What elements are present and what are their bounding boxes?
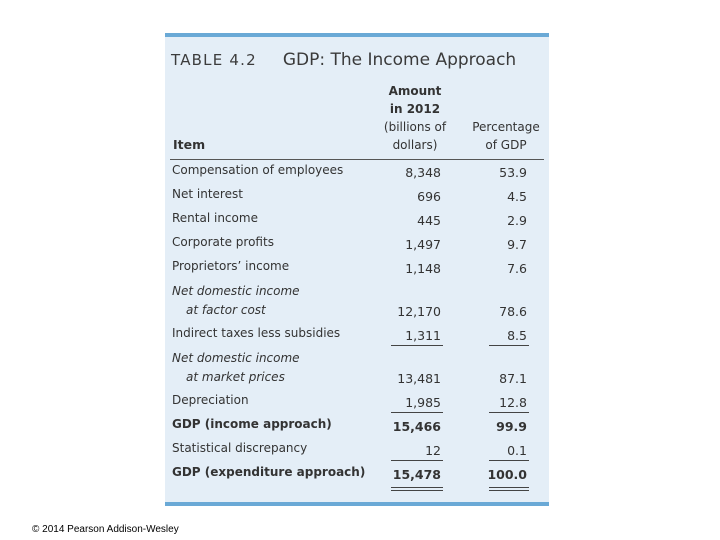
pct-header-line2: of GDP xyxy=(485,138,527,152)
row-percentage: 12.8 xyxy=(499,395,527,410)
percentage-column-header: Percentage of GDP xyxy=(465,118,547,154)
pct-sum-underline xyxy=(489,460,529,461)
row-percentage: 78.6 xyxy=(499,304,527,319)
table-row: Rental income 445 2.9 xyxy=(165,208,549,232)
row-percentage: 53.9 xyxy=(499,165,527,180)
pct-double-underline-2 xyxy=(489,490,529,491)
row-item: GDP (expenditure approach) xyxy=(172,465,366,479)
pct-sum-underline xyxy=(489,345,529,346)
table-row-subtotal: Net domestic income at factor cost 12,17… xyxy=(165,280,549,323)
row-percentage: 4.5 xyxy=(507,189,527,204)
row-percentage: 9.7 xyxy=(507,237,527,252)
amount-header-line3: (billions of xyxy=(383,120,447,134)
row-item: Rental income xyxy=(172,211,258,225)
header-divider xyxy=(170,159,544,160)
table-heading: GDP: The Income Approach xyxy=(282,50,517,70)
row-amount: 1,311 xyxy=(405,328,441,343)
row-amount: 1,497 xyxy=(405,237,441,252)
row-amount: 445 xyxy=(417,213,441,228)
row-item: Compensation of employees xyxy=(172,163,344,177)
row-percentage: 0.1 xyxy=(507,443,527,458)
amount-double-underline-1 xyxy=(391,487,443,488)
row-amount: 15,466 xyxy=(392,419,441,434)
row-item: GDP (income approach) xyxy=(172,417,332,431)
row-amount: 1,985 xyxy=(405,395,441,410)
row-item-line2: at factor cost xyxy=(186,303,266,317)
table-row: Statistical discrepancy 12 0.1 xyxy=(165,438,549,462)
table-row: Corporate profits 1,497 9.7 xyxy=(165,232,549,256)
row-amount: 15,478 xyxy=(392,467,441,482)
table-row: Net interest 696 4.5 xyxy=(165,184,549,208)
row-item-line1: Net domestic income xyxy=(172,351,300,365)
row-item: Proprietors’ income xyxy=(172,259,290,273)
row-item: Indirect taxes less subsidies xyxy=(172,326,341,340)
pct-double-underline-1 xyxy=(489,487,529,488)
row-item: Net domestic income at factor cost xyxy=(172,282,300,320)
amount-sum-underline xyxy=(391,412,443,413)
bottom-accent-rule xyxy=(165,502,549,506)
row-item-line1: Net domestic income xyxy=(172,284,300,298)
table-body: Compensation of employees 8,348 53.9 Net… xyxy=(165,160,549,491)
row-amount: 12 xyxy=(425,443,441,458)
amount-header-line2: in 2012 xyxy=(389,102,441,116)
row-amount: 1,148 xyxy=(405,261,441,276)
row-amount: 8,348 xyxy=(405,165,441,180)
copyright-notice: © 2014 Pearson Addison-Wesley xyxy=(32,524,179,535)
pct-sum-underline xyxy=(489,412,529,413)
amount-double-underline-2 xyxy=(391,490,443,491)
amount-header-line4: dollars) xyxy=(392,138,438,152)
row-item: Net interest xyxy=(172,187,243,201)
row-item: Statistical discrepancy xyxy=(172,441,308,455)
table-row-subtotal: Net domestic income at market prices 13,… xyxy=(165,347,549,390)
table-number: TABLE 4.2 xyxy=(171,51,257,69)
row-item: Corporate profits xyxy=(172,235,274,249)
row-amount: 696 xyxy=(417,189,441,204)
amount-column-header: Amount in 2012 xyxy=(379,82,451,118)
table-row: Compensation of employees 8,348 53.9 xyxy=(165,160,549,184)
row-percentage: 8.5 xyxy=(507,328,527,343)
table-title: TABLE 4.2 GDP: The Income Approach xyxy=(171,50,541,74)
row-percentage: 7.6 xyxy=(507,261,527,276)
table-row: Proprietors’ income 1,148 7.6 xyxy=(165,256,549,280)
row-percentage: 99.9 xyxy=(496,419,527,434)
gdp-income-table: TABLE 4.2 GDP: The Income Approach Amount… xyxy=(165,33,549,506)
row-percentage: 100.0 xyxy=(487,467,527,482)
amount-column-subheader: (billions of dollars) xyxy=(379,118,451,154)
row-percentage: 87.1 xyxy=(499,371,527,386)
table-row: Depreciation 1,985 12.8 xyxy=(165,390,549,414)
row-amount: 13,481 xyxy=(397,371,441,386)
row-item-line2: at market prices xyxy=(186,370,285,384)
row-item: Depreciation xyxy=(172,393,249,407)
row-percentage: 2.9 xyxy=(507,213,527,228)
table-row: Indirect taxes less subsidies 1,311 8.5 xyxy=(165,323,549,347)
item-column-header: Item xyxy=(173,137,206,152)
amount-sum-underline xyxy=(391,460,443,461)
row-amount: 12,170 xyxy=(397,304,441,319)
top-accent-rule xyxy=(165,33,549,37)
pct-header-line1: Percentage xyxy=(472,120,540,134)
row-item: Net domestic income at market prices xyxy=(172,349,300,387)
table-row-grand-total: GDP (expenditure approach) 15,478 100.0 xyxy=(165,462,549,491)
amount-sum-underline xyxy=(391,345,443,346)
table-row-total: GDP (income approach) 15,466 99.9 xyxy=(165,414,549,438)
amount-header-line1: Amount xyxy=(388,84,442,98)
